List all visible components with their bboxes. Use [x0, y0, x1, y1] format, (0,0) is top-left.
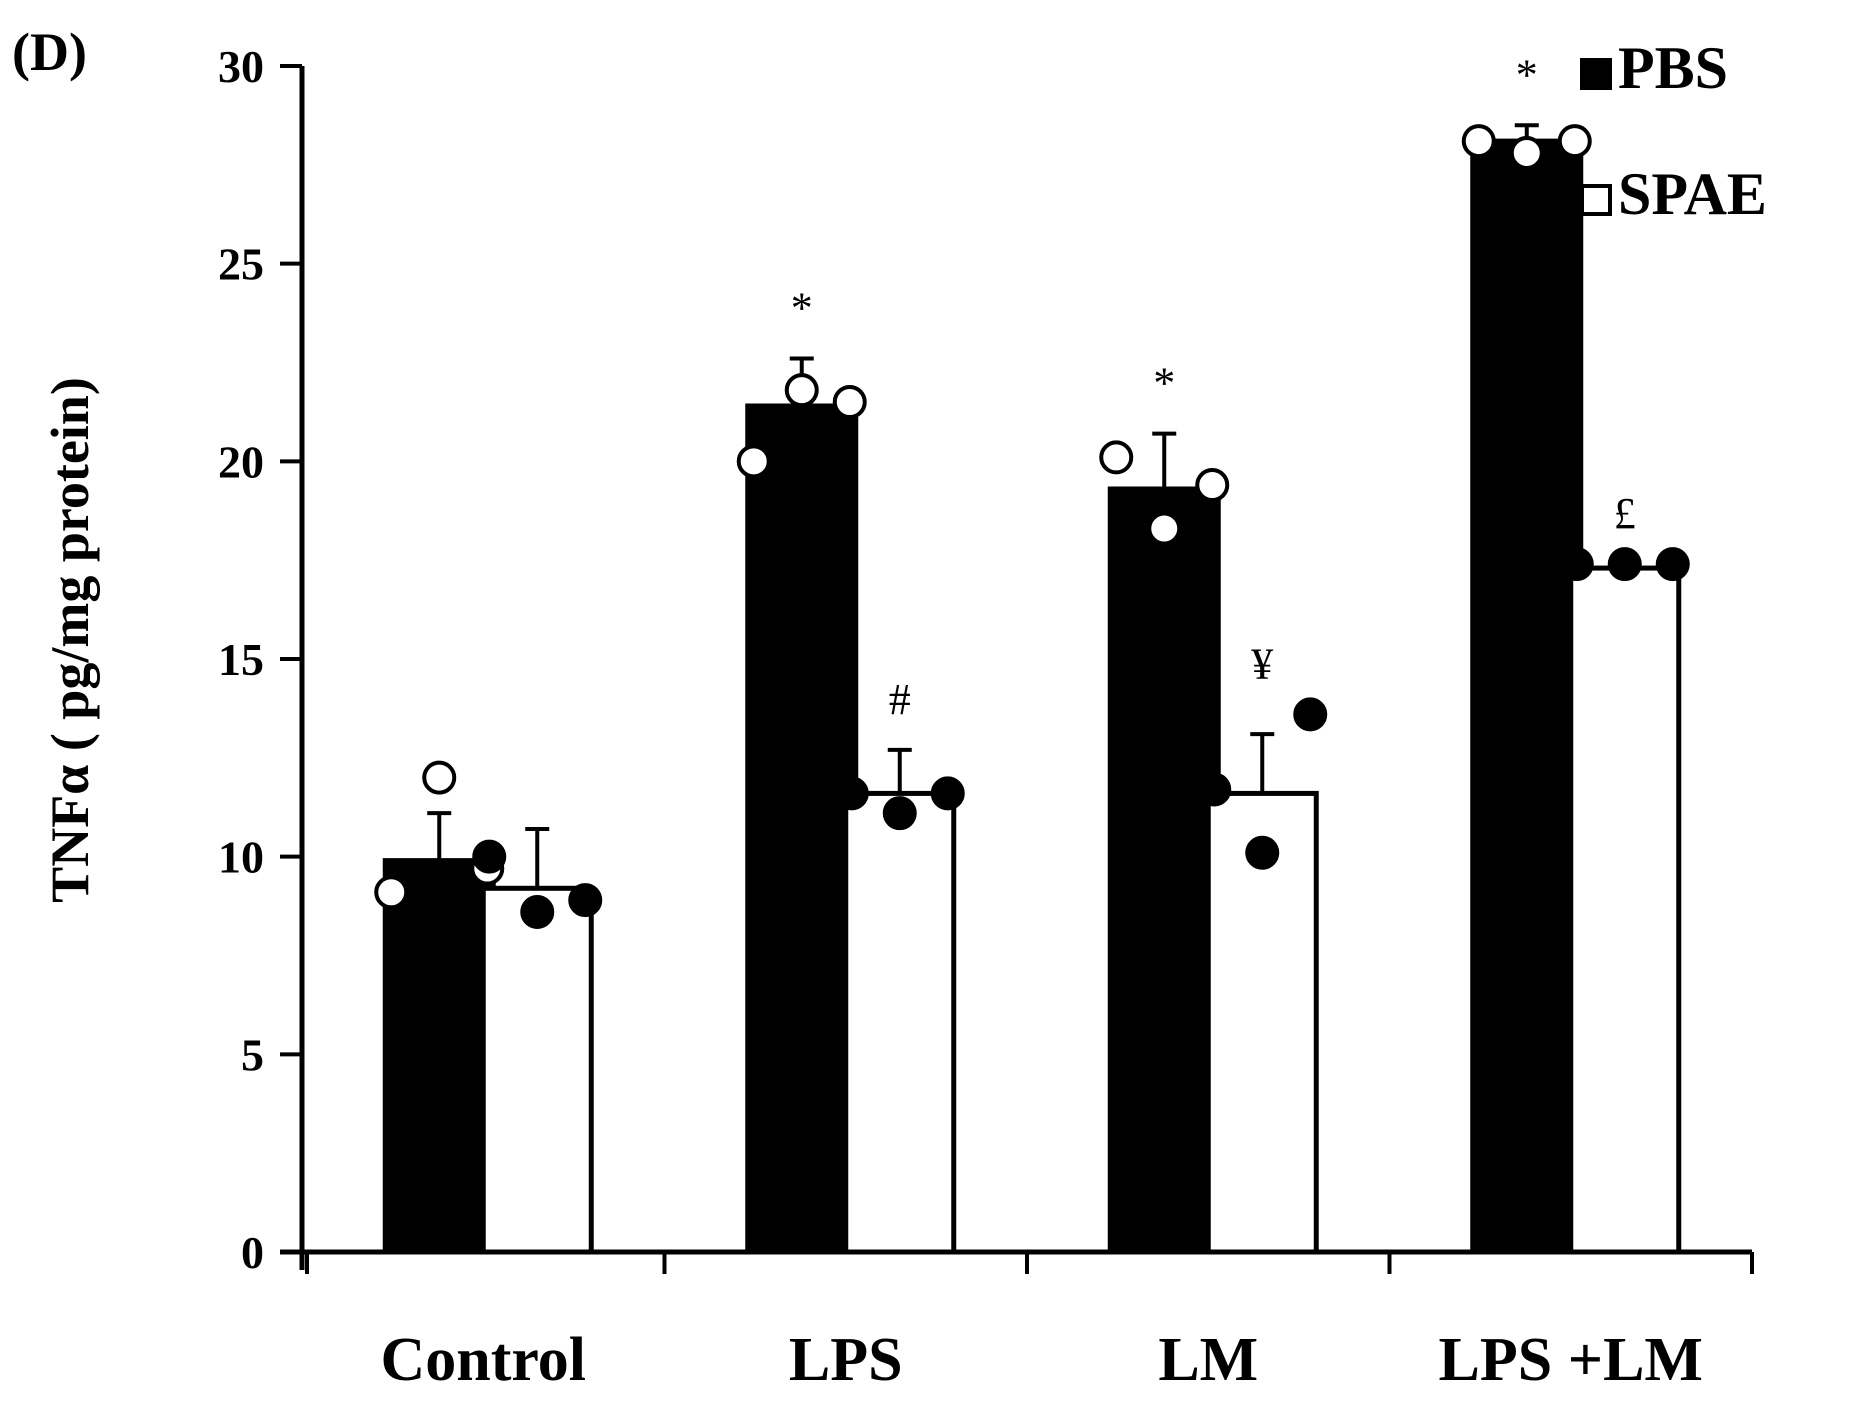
x-tick-label: Control: [380, 1326, 586, 1394]
bar-spae: [1205, 790, 1319, 1255]
data-points: [374, 124, 1690, 930]
bar-spae: [843, 790, 957, 1255]
data-point-spae: [882, 796, 917, 831]
data-point-pbs: [832, 385, 867, 420]
data-point-spae: [1607, 547, 1642, 582]
legend-label-spae: SPAE: [1618, 161, 1767, 227]
data-point-pbs: [1147, 511, 1182, 546]
data-point-pbs: [1461, 124, 1496, 159]
significance-annotations: * * * # ¥ £: [791, 50, 1636, 724]
bars: [382, 138, 1682, 1255]
significance-mark: *: [1153, 359, 1175, 408]
data-point-pbs: [1557, 124, 1592, 159]
bar-spae: [1568, 565, 1682, 1255]
panel-label: (D): [12, 22, 87, 82]
bar-pbs: [1470, 138, 1584, 1255]
x-tick-label: LPS: [789, 1326, 903, 1394]
significance-mark: *: [791, 284, 813, 333]
error-bars: [427, 123, 1539, 889]
legend-swatch-pbs: [1580, 58, 1612, 90]
bar-spae: [480, 885, 594, 1255]
data-point-pbs: [736, 444, 771, 479]
y-tick-label: 15: [218, 634, 264, 685]
legend: PBS SPAE: [1580, 35, 1767, 227]
significance-mark: £: [1614, 489, 1636, 538]
y-tick-label: 25: [218, 239, 264, 290]
data-point-spae: [1655, 547, 1690, 582]
data-point-spae: [1245, 835, 1280, 870]
significance-mark: *: [1516, 50, 1538, 99]
data-point-spae: [472, 839, 507, 874]
data-point-pbs: [1099, 440, 1134, 475]
y-tick-label: 0: [241, 1227, 264, 1278]
data-point-pbs: [422, 760, 457, 795]
y-tick-label: 5: [241, 1029, 264, 1080]
significance-mark: #: [889, 675, 911, 724]
data-point-spae: [1197, 772, 1232, 807]
legend-label-pbs: PBS: [1618, 35, 1728, 101]
data-point-pbs: [1509, 135, 1544, 170]
y-axis-label: TNFα ( pg/mg protein): [40, 377, 100, 903]
bar-pbs: [382, 858, 496, 1255]
significance-mark: ¥: [1251, 639, 1273, 688]
data-point-spae: [834, 776, 869, 811]
axes: 0 5 10 15 20 25 30 Control LPS LM LPS +LM: [218, 41, 1754, 1394]
data-point-pbs: [374, 875, 409, 910]
data-point-spae: [1293, 697, 1328, 732]
bar-pbs: [745, 403, 859, 1255]
data-point-spae: [930, 776, 965, 811]
data-point-spae: [1559, 547, 1594, 582]
data-point-spae: [520, 895, 555, 930]
y-tick-label: 30: [218, 41, 264, 92]
x-tick-label: LPS +LM: [1439, 1326, 1703, 1394]
legend-swatch-spae: [1580, 184, 1612, 216]
x-tick-label: LM: [1158, 1326, 1258, 1394]
data-point-pbs: [784, 373, 819, 408]
data-point-spae: [568, 883, 603, 918]
y-tick-label: 10: [218, 832, 264, 883]
bar-pbs: [1107, 486, 1221, 1255]
data-point-pbs: [1195, 468, 1230, 503]
y-tick-label: 20: [218, 436, 264, 487]
